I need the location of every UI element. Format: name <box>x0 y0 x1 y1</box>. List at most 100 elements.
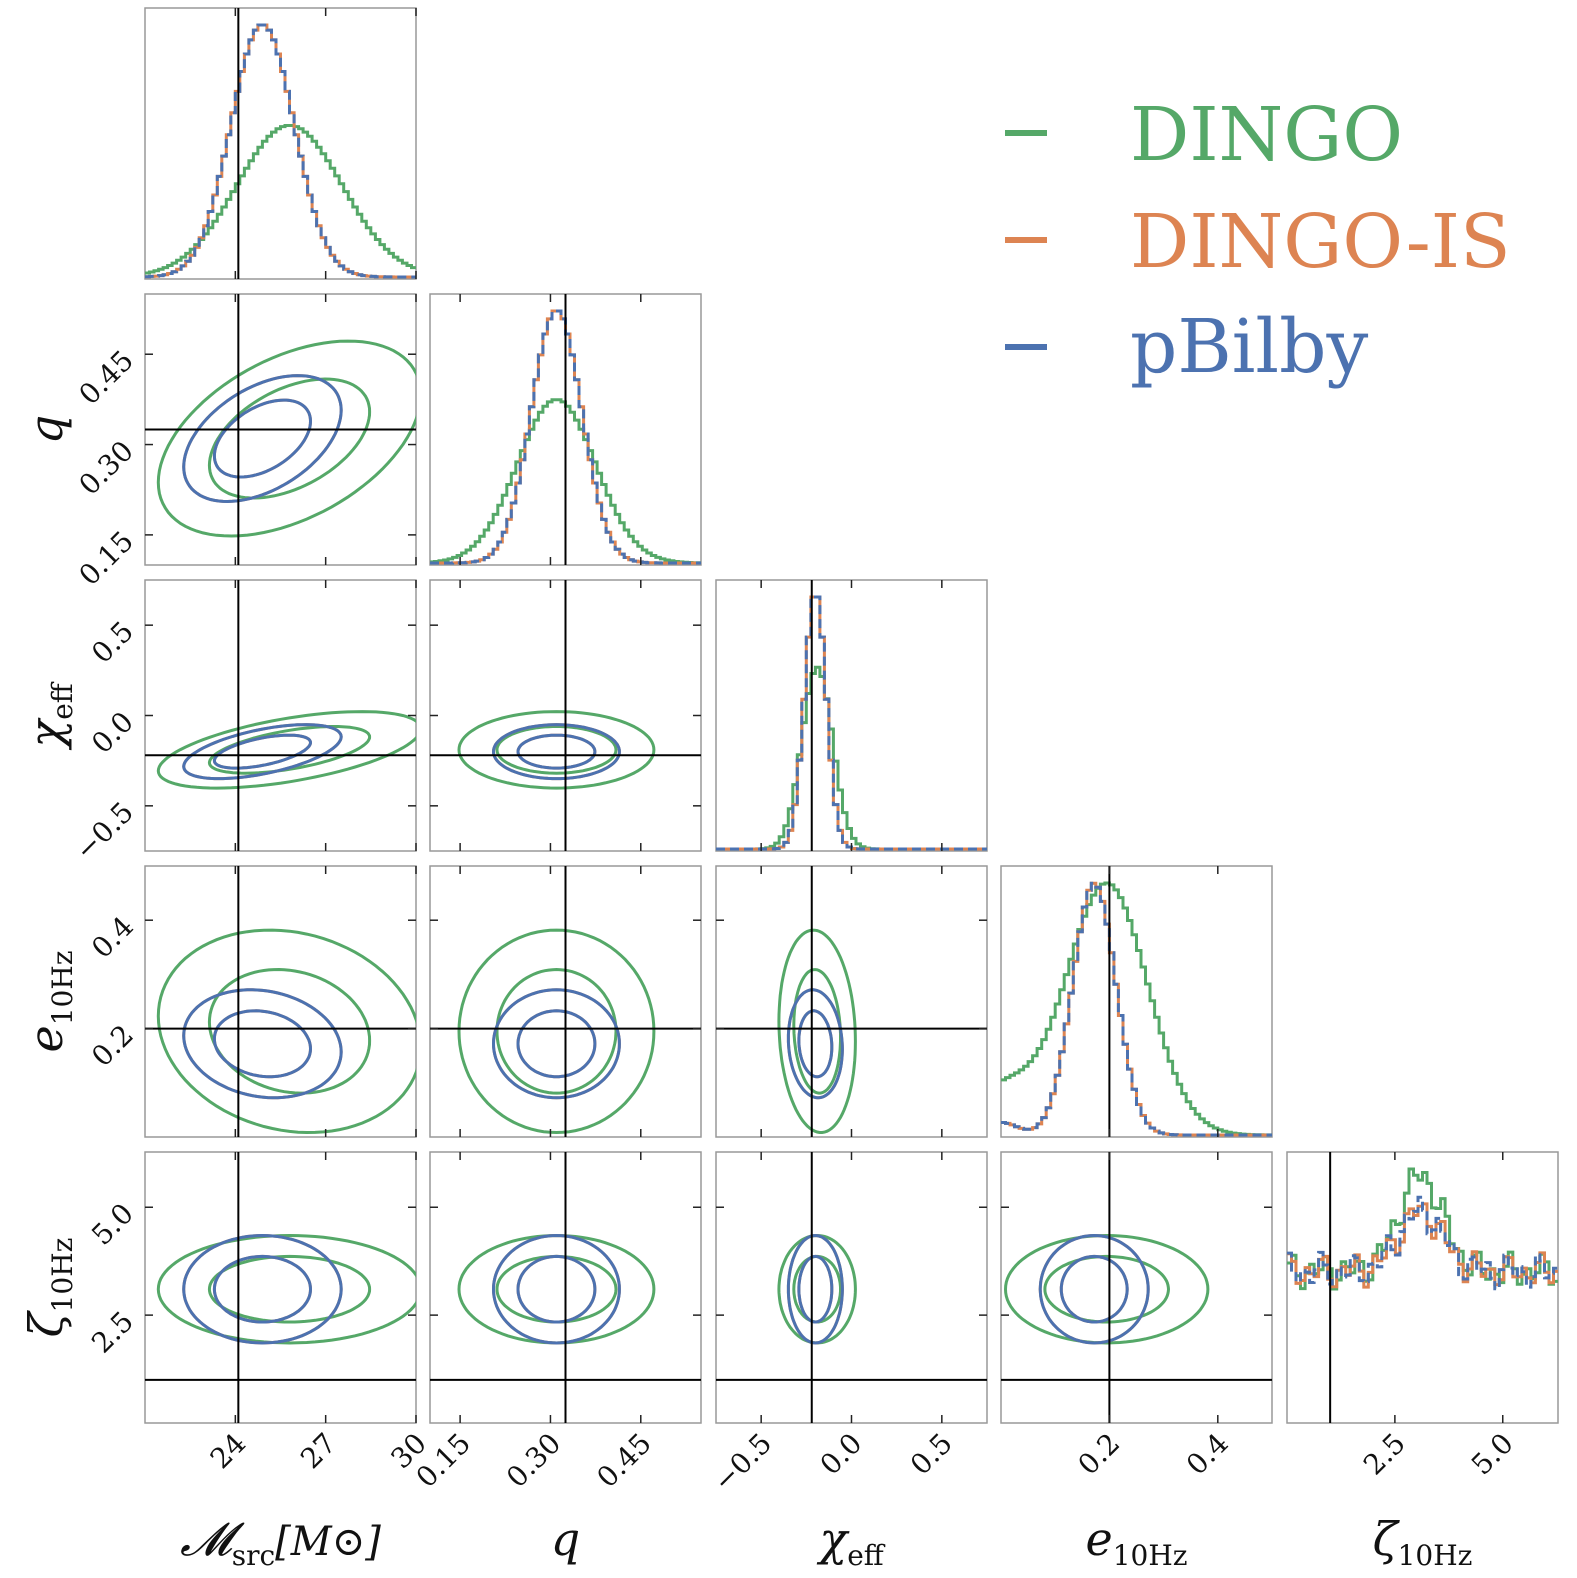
panel-e-chi <box>715 865 988 1138</box>
legend: DINGO DINGO-IS pBilby <box>1005 92 1511 390</box>
legend-label-dingo: DINGO <box>1130 92 1403 178</box>
contour-pbilby-2sigma <box>1038 1233 1150 1345</box>
panel-frame <box>1286 1151 1559 1424</box>
hist-dingo-e <box>1001 881 1272 1137</box>
contour-pbilby-2sigma <box>491 723 621 781</box>
axis-label-e-x: e10Hz <box>1085 1512 1187 1572</box>
contour-dingo-2sigma <box>156 339 416 538</box>
panel-content <box>145 866 416 1137</box>
y-tick-label-chi: −0.5 <box>69 795 140 866</box>
panel-content <box>145 294 416 565</box>
contour-pbilby-1sigma <box>797 1254 834 1324</box>
panel-content <box>1287 1152 1558 1423</box>
panel-chi-chi <box>715 579 988 852</box>
axis-label-q-x: q <box>551 1512 580 1566</box>
contour-pbilby-2sigma <box>182 723 343 781</box>
panel-content <box>145 8 416 279</box>
x-tick-label-chi: 0.0 <box>814 1427 869 1482</box>
hist-pbilby-mc <box>145 23 416 279</box>
panel-content <box>430 866 701 1137</box>
panel-content <box>716 1152 987 1423</box>
panel-zeta-e <box>1000 1151 1273 1424</box>
contour-dingo-2sigma <box>156 1233 416 1345</box>
contour-dingo-1sigma <box>207 967 372 1095</box>
contour-pbilby-1sigma <box>212 398 313 479</box>
legend-label-pbilby: pBilby <box>1130 304 1368 390</box>
axis-label-q-y: q <box>19 415 73 444</box>
x-tick-label-q: 0.30 <box>500 1427 567 1494</box>
contour-dingo-1sigma <box>495 725 618 775</box>
contour-dingo-2sigma <box>777 1233 857 1345</box>
axis-label-chi-y: χeff <box>19 681 79 750</box>
legend-label-dingo-is: DINGO-IS <box>1130 199 1511 285</box>
panel-content <box>430 580 701 851</box>
contour-pbilby-2sigma <box>182 1233 343 1345</box>
panel-frame <box>715 1151 988 1424</box>
panel-content <box>716 866 987 1137</box>
contour-pbilby-2sigma <box>786 1233 844 1345</box>
contour-pbilby-2sigma <box>182 374 343 504</box>
panel-mc-mc <box>144 7 417 280</box>
panel-zeta-q <box>429 1151 702 1424</box>
x-tick-label-chi: 0.5 <box>904 1427 959 1482</box>
contour-pbilby-2sigma <box>491 988 621 1100</box>
axis-label-mc-x: 𝓜src[M⊙] <box>180 1512 381 1572</box>
contour-dingo-1sigma <box>792 1254 842 1324</box>
panel-content <box>1001 1152 1272 1423</box>
y-tick-label-chi: 0.5 <box>85 615 140 670</box>
hist-pbilby-e <box>1001 881 1272 1137</box>
contour-dingo-2sigma <box>457 928 656 1135</box>
contour-pbilby-1sigma <box>516 1254 597 1324</box>
x-tick-label-chi: −0.5 <box>707 1427 778 1498</box>
panel-chi-mc <box>144 579 417 852</box>
panel-frame <box>144 1151 417 1424</box>
panel-frame <box>715 579 988 852</box>
axis-label-chi-x: χeff <box>816 1512 885 1572</box>
hist-pbilby-q <box>430 309 701 565</box>
panel-content <box>430 294 701 565</box>
panel-content <box>1001 866 1272 1137</box>
panel-content <box>716 580 987 851</box>
panel-content <box>430 1152 701 1423</box>
contour-pbilby-2sigma <box>786 988 844 1100</box>
y-tick-label-chi: 0.0 <box>85 705 140 760</box>
panel-q-mc <box>144 293 417 566</box>
hist-dingo-mc <box>145 124 416 275</box>
y-tick-label-e: 0.2 <box>85 1018 140 1073</box>
x-tick-label-mc: 27 <box>294 1427 343 1476</box>
contour-dingo-1sigma <box>495 1254 618 1324</box>
contour-dingo-2sigma <box>156 710 416 790</box>
contour-dingo-2sigma <box>1003 1233 1210 1345</box>
panel-content <box>145 1152 416 1423</box>
x-tick-label-zeta: 2.5 <box>1357 1427 1412 1482</box>
panel-zeta-mc <box>144 1151 417 1424</box>
contour-dingo-2sigma <box>457 1233 656 1345</box>
panel-q-q <box>429 293 702 566</box>
x-tick-label-zeta: 5.0 <box>1465 1427 1520 1482</box>
panel-e-q <box>429 865 702 1138</box>
panel-e-mc <box>144 865 417 1138</box>
contour-pbilby-1sigma <box>212 1009 313 1079</box>
x-tick-label-e: 0.2 <box>1072 1427 1127 1482</box>
contour-dingo-2sigma <box>156 928 416 1135</box>
x-tick-label-e: 0.4 <box>1180 1427 1235 1482</box>
axis-label-zeta-x: ζ10Hz <box>1373 1512 1473 1572</box>
axis-label-zeta-y: ζ10Hz <box>19 1238 79 1338</box>
y-tick-label-q: 0.30 <box>73 434 140 501</box>
panel-e-e <box>1000 865 1273 1138</box>
y-tick-label-q: 0.15 <box>73 525 140 592</box>
y-tick-label-e: 0.4 <box>85 910 140 965</box>
panel-zeta-zeta <box>1286 1151 1559 1424</box>
panel-content <box>145 580 416 851</box>
contour-dingo-1sigma <box>207 377 372 500</box>
x-tick-label-q: 0.45 <box>590 1427 657 1494</box>
hist-pbilby-chi <box>716 595 987 851</box>
panel-chi-q <box>429 579 702 852</box>
contour-pbilby-1sigma <box>516 733 597 770</box>
x-tick-label-mc: 24 <box>204 1427 253 1476</box>
panel-frame <box>144 579 417 852</box>
contour-pbilby-2sigma <box>182 988 343 1100</box>
contour-pbilby-1sigma <box>797 1009 834 1079</box>
contour-dingo-1sigma <box>792 968 842 1095</box>
